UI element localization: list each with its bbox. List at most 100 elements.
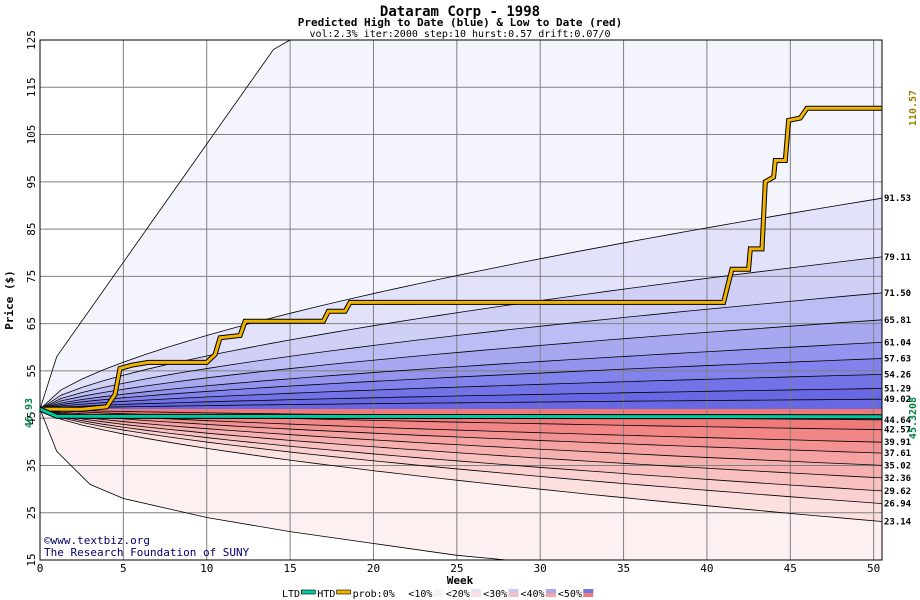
y-tick-75: 75 <box>25 270 38 283</box>
y-axis-label: Price ($) <box>3 270 16 330</box>
quantile-low-label-4: 35.02 <box>884 461 911 471</box>
quantile-high-label-6: 71.50 <box>884 289 911 299</box>
start-price-label: 46.93 <box>24 398 35 428</box>
chart-params: vol:2.3% iter:2000 step:10 hurst:0.57 dr… <box>309 29 610 40</box>
outer-high-line <box>39 39 291 410</box>
legend-swatch-hi-4 <box>471 589 482 593</box>
quantile-high-label-7: 79.11 <box>884 253 911 263</box>
legend-item-6: <40% <box>521 589 545 600</box>
legend-swatch-lo-3 <box>433 593 444 597</box>
x-tick-25: 25 <box>450 562 463 575</box>
legend-swatch-hi-7 <box>583 589 594 593</box>
y-tick-105: 105 <box>25 125 38 145</box>
x-tick-30: 30 <box>534 562 547 575</box>
quantile-low-line-5 <box>39 408 883 479</box>
x-tick-50: 50 <box>867 562 880 575</box>
credit-line-1: ©www.textbiz.org <box>44 534 150 547</box>
quantile-low-label-2: 39.91 <box>884 438 911 448</box>
quantile-low-line-4 <box>39 408 883 466</box>
credit-line-2: The Research Foundation of SUNY <box>44 546 250 559</box>
legend-swatch-0 <box>300 589 316 595</box>
quantile-low-line-7 <box>39 408 883 504</box>
quantile-high-label-8: 91.53 <box>884 194 911 204</box>
y-tick-125: 125 <box>25 30 38 50</box>
y-tick-15: 15 <box>25 553 38 566</box>
quantile-low-label-1: 42.57 <box>884 426 911 436</box>
end-low-label: 45.3208 <box>908 397 919 439</box>
series-ltd-line <box>39 407 883 419</box>
y-tick-95: 95 <box>25 175 38 188</box>
quantile-high-label-4: 61.04 <box>884 338 912 348</box>
legend-swatch-lo-7 <box>583 593 594 597</box>
legend: LTD HTD prob:0% <10% <20% <30% <40% <50% <box>282 589 594 600</box>
series-lines <box>39 105 883 420</box>
quantile-high-label-0: 49.02 <box>884 395 911 405</box>
quantile-high-line-3 <box>39 358 883 410</box>
quantile-lines <box>39 197 883 522</box>
end-high-label: 110.57 <box>908 90 919 126</box>
y-tick-35: 35 <box>25 459 38 472</box>
y-tick-115: 115 <box>25 77 38 97</box>
quantile-low-label-0: 44.64 <box>884 416 912 426</box>
quantile-high-label-3: 57.63 <box>884 354 911 364</box>
x-tick-40: 40 <box>700 562 713 575</box>
x-tick-35: 35 <box>617 562 630 575</box>
quantile-low-label-7: 26.94 <box>884 500 912 510</box>
plot-frame <box>39 39 883 561</box>
legend-item-1: HTD <box>317 589 335 600</box>
legend-swatch-lo-2 <box>396 593 407 597</box>
quantile-low-label-6: 29.62 <box>884 487 911 497</box>
quantile-low-label-3: 37.61 <box>884 449 911 459</box>
band-high-9 <box>40 399 882 410</box>
quantile-high-line-5 <box>39 319 883 410</box>
legend-item-2: prob:0% <box>353 589 395 600</box>
chart-subtitle: Predicted High to Date (blue) & Low to D… <box>298 16 623 29</box>
quantile-low-label-8: 23.14 <box>884 518 912 528</box>
x-tick-10: 10 <box>200 562 213 575</box>
x-tick-labels: 0 5 10 15 20 25 30 35 40 45 50 <box>37 562 881 575</box>
legend-swatch-lo-6 <box>545 593 556 597</box>
legend-item-0: LTD <box>282 589 300 600</box>
outer-low-line <box>39 408 507 561</box>
legend-item-4: <20% <box>446 589 470 600</box>
series-htd-line <box>39 106 882 411</box>
quantile-low-line-3 <box>39 408 883 454</box>
y-tick-45: 45 <box>25 412 38 425</box>
quantile-high-line-1 <box>39 388 883 410</box>
quantile-low-line-2 <box>39 408 883 443</box>
legend-item-7: <50% <box>558 589 582 600</box>
quantile-high-line-2 <box>39 374 883 410</box>
legend-swatch-hi-6 <box>545 589 556 593</box>
legend-swatch-hi-5 <box>508 589 519 593</box>
legend-item-5: <30% <box>483 589 507 600</box>
legend-swatch-lo-4 <box>471 593 482 597</box>
y-tick-55: 55 <box>25 364 38 377</box>
legend-swatch-hi-2 <box>396 589 407 593</box>
x-tick-45: 45 <box>784 562 797 575</box>
quantile-high-line-6 <box>39 292 883 410</box>
outer-envelope <box>39 39 507 561</box>
x-tick-20: 20 <box>367 562 380 575</box>
legend-swatch-hi-3 <box>433 589 444 593</box>
x-tick-5: 5 <box>120 562 127 575</box>
x-tick-15: 15 <box>283 562 296 575</box>
quantile-low-line-6 <box>39 408 883 492</box>
quantile-low-line-8 <box>39 408 883 522</box>
y-tick-25: 25 <box>25 506 38 519</box>
quantile-low-label-5: 32.36 <box>884 474 911 484</box>
legend-swatch-1 <box>336 589 351 595</box>
chart-title: Dataram Corp - 1998 <box>380 4 540 20</box>
quantile-high-label-1: 51.29 <box>884 384 911 394</box>
quantile-high-line-4 <box>39 342 883 410</box>
y-tick-labels: 15 25 35 45 55 65 75 85 95 105 115 125 <box>25 30 38 567</box>
legend-swatch-lo-5 <box>508 593 519 597</box>
quantile-high-line-0 <box>39 398 883 410</box>
quantile-high-line-8 <box>39 197 883 410</box>
x-tick-0: 0 <box>37 562 44 575</box>
y-tick-65: 65 <box>25 317 38 330</box>
quantile-high-label-5: 65.81 <box>884 316 911 326</box>
legend-item-3: <10% <box>408 589 432 600</box>
y-tick-85: 85 <box>25 222 38 235</box>
